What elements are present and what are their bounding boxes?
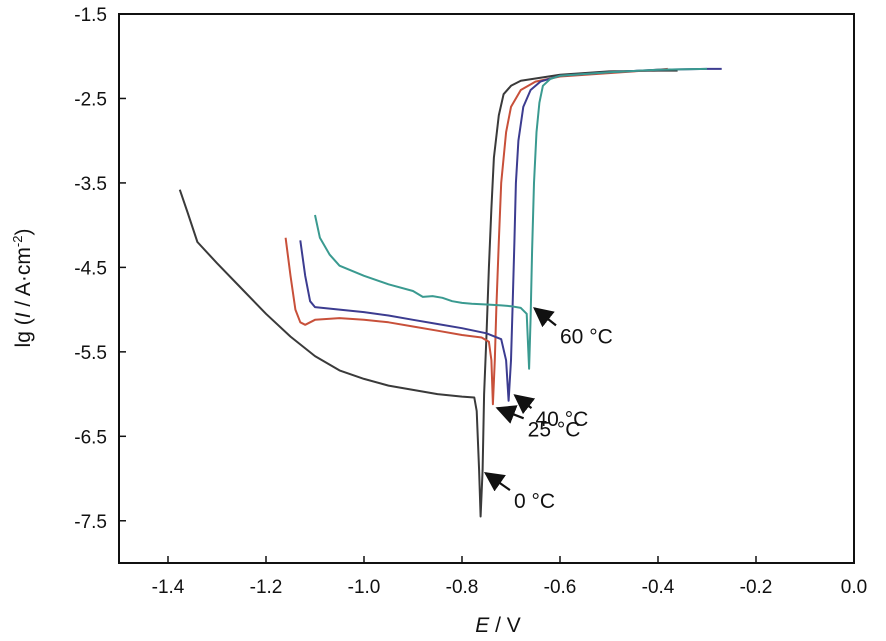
y-tick-label: -7.5	[74, 512, 107, 533]
x-tick-label: -1.0	[348, 577, 381, 598]
annotation-arrow	[533, 307, 557, 328]
x-tick-label: -1.2	[250, 577, 283, 598]
annotation-arrow	[513, 394, 536, 415]
series-line	[299, 67, 722, 402]
y-tick-label: -4.5	[74, 258, 107, 279]
series-layer	[178, 67, 722, 518]
plot-frame	[118, 13, 855, 564]
annotation-label: 0 °C	[514, 490, 555, 513]
y-axis-close: )	[12, 229, 35, 236]
annotation-arrow	[495, 405, 525, 424]
y-axis-title: lg (I / A·cm-2)	[10, 229, 35, 348]
annotation-label: 25 °C	[528, 418, 581, 441]
annotation-arrow	[483, 471, 511, 492]
series-line	[314, 67, 708, 370]
x-axis-sep: /	[489, 614, 507, 637]
y-axis: -1.5 -2.5 -3.5 -4.5 -5.5 -6.5 -7.5	[74, 5, 126, 533]
series-line	[178, 69, 678, 518]
y-tick-label: -2.5	[74, 89, 107, 110]
annotation-label: 40 °C	[536, 408, 589, 431]
y-axis-post: / A·cm	[12, 247, 35, 312]
annotation-label: 60 °C	[560, 325, 613, 348]
x-axis-title: E / V	[475, 614, 521, 637]
y-axis-pre: lg (	[12, 318, 35, 347]
x-tick-label: -0.2	[740, 577, 773, 598]
x-tick-label: 0.0	[841, 577, 867, 598]
x-tick-label: -0.6	[544, 577, 577, 598]
x-axis: -1.4 -1.2 -1.0 -0.8 -0.6 -0.4 -0.2 0.0	[152, 556, 867, 598]
x-axis-unit: V	[507, 614, 521, 637]
y-tick-label: -5.5	[74, 343, 107, 364]
annotation-layer: 60 °C 40 °C25 °C 0 °C	[483, 307, 613, 513]
y-tick-label: -3.5	[74, 174, 107, 195]
y-axis-var: I	[12, 312, 35, 318]
x-tick-label: -1.4	[152, 577, 185, 598]
x-tick-label: -0.4	[642, 577, 675, 598]
y-tick-label: -6.5	[74, 427, 107, 448]
x-axis-var: E	[475, 614, 490, 637]
y-axis-sup: -2	[10, 236, 25, 248]
y-tick-label: -1.5	[74, 5, 107, 26]
x-tick-label: -0.8	[446, 577, 479, 598]
series-line	[284, 67, 668, 406]
